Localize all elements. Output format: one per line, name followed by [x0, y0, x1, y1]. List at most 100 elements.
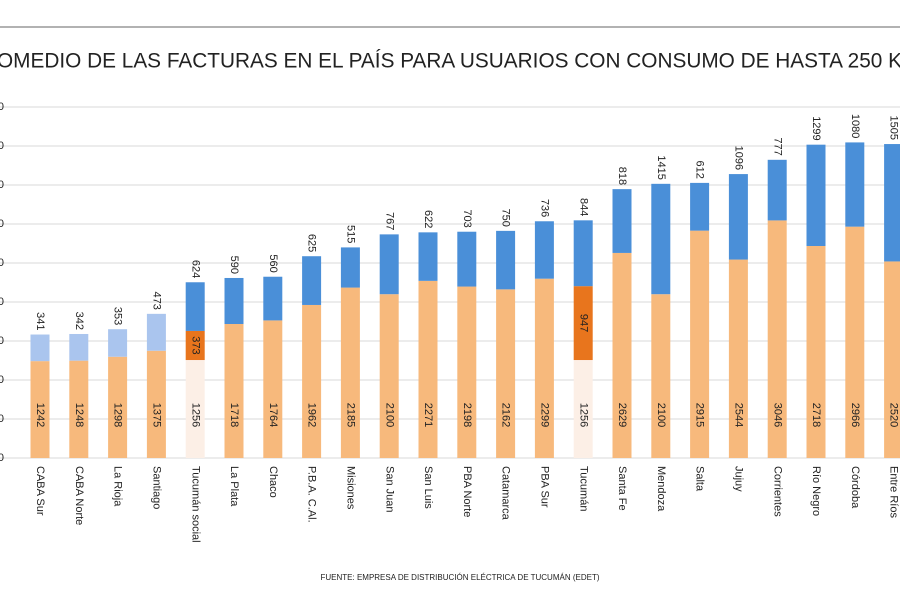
- value-label: 2162: [500, 403, 512, 427]
- x-tick-label: Córdoba: [849, 466, 861, 509]
- value-label: 1080: [849, 114, 861, 138]
- y-tick-label: 4000: [0, 140, 4, 152]
- value-label: 515: [344, 225, 356, 243]
- x-tick-label: San Luis: [422, 466, 434, 509]
- bar-segment: [496, 230, 516, 290]
- bar-segment: [573, 360, 593, 458]
- x-tick-label: Entre Ríos: [888, 466, 900, 518]
- x-tick-label: Jujuy: [732, 466, 744, 492]
- y-tick-label: 0: [0, 452, 4, 464]
- x-tick-label: La Plata: [228, 466, 240, 507]
- bar-segment: [379, 234, 399, 295]
- value-label: 844: [577, 198, 589, 216]
- bar-segment: [30, 334, 50, 362]
- value-label: 373: [189, 336, 201, 354]
- bar-segment: [185, 330, 205, 361]
- bar-segment: [767, 159, 787, 221]
- bar-segment: [612, 252, 632, 458]
- bar-segment: [884, 261, 900, 458]
- value-label: 353: [112, 307, 124, 325]
- x-tick-label: P.B.A. C.Al.: [306, 466, 318, 523]
- value-label: 767: [383, 212, 395, 230]
- chart-title: OMEDIO DE LAS FACTURAS EN EL PAÍS PARA U…: [0, 50, 900, 73]
- value-label: 1764: [267, 403, 279, 427]
- value-label: 750: [500, 209, 512, 227]
- x-tick-label: Tucumán social: [189, 466, 201, 543]
- bar-segment: [302, 256, 322, 305]
- bar-segment: [573, 220, 593, 287]
- value-label: 625: [306, 234, 318, 252]
- x-tick-label: Chaco: [267, 466, 279, 498]
- bar-segment: [728, 174, 748, 260]
- bar-segment: [534, 221, 554, 279]
- bar-segment: [845, 142, 865, 227]
- value-label: 2185: [344, 403, 356, 427]
- value-label: 590: [228, 256, 240, 274]
- x-tick-label: Río Negro: [810, 466, 822, 516]
- y-tick-label: 2500: [0, 257, 4, 269]
- value-label: 777: [771, 137, 783, 155]
- y-tick-label: 4500: [0, 101, 4, 113]
- value-label: 2271: [422, 403, 434, 427]
- bar-segment: [69, 360, 89, 458]
- source: FUENTE: EMPRESA DE DISTRIBUCIÓN ELÉCTRIC…: [321, 573, 600, 582]
- x-tick-label: Santiago: [150, 466, 162, 509]
- bar-segment: [224, 323, 244, 458]
- bar-segment: [728, 259, 748, 458]
- value-label: 2915: [694, 403, 706, 427]
- value-label: 1256: [189, 403, 201, 427]
- value-label: 473: [150, 291, 162, 309]
- value-label: 736: [538, 199, 550, 217]
- bar-segment: [496, 289, 516, 458]
- y-tick-label: 500: [0, 413, 4, 425]
- y-tick-label: 3000: [0, 218, 4, 230]
- y-tick-label: 3500: [0, 179, 4, 191]
- x-tick-label: Salta: [694, 466, 706, 492]
- value-label: 1248: [73, 403, 85, 427]
- value-label: 342: [73, 312, 85, 330]
- x-tick-label: Tucumán: [577, 466, 589, 511]
- bar-segment: [457, 286, 477, 458]
- x-tick-label: Santa Fe: [616, 466, 628, 511]
- bar-segment: [418, 232, 438, 281]
- value-label: 1298: [112, 403, 124, 427]
- value-label: 1242: [34, 403, 46, 427]
- bar-segment: [573, 286, 593, 361]
- value-label: 2100: [383, 403, 395, 427]
- bar-segment: [418, 280, 438, 458]
- value-label: 2198: [461, 403, 473, 427]
- bar-segment: [806, 144, 826, 246]
- x-tick-label: PBA Norte: [461, 466, 473, 517]
- x-tick-label: Mendoza: [655, 466, 667, 512]
- value-label: 2544: [732, 403, 744, 427]
- value-label: 2520: [888, 403, 900, 427]
- x-tick-label: CABA Sur: [34, 466, 46, 516]
- bar-segment: [884, 144, 900, 262]
- bar-segment: [651, 183, 671, 295]
- value-label: 2966: [849, 403, 861, 427]
- x-tick-label: Misiones: [344, 466, 356, 510]
- bar-segment: [767, 220, 787, 458]
- value-label: 1505: [888, 116, 900, 140]
- value-label: 2718: [810, 403, 822, 427]
- bar-segment: [690, 182, 710, 231]
- value-label: 624: [189, 260, 201, 278]
- value-label: 2100: [655, 403, 667, 427]
- value-label: 1256: [577, 403, 589, 427]
- value-label: 818: [616, 167, 628, 185]
- y-tick-label: 2000: [0, 296, 4, 308]
- bar-segment: [845, 226, 865, 458]
- bar-segment: [69, 333, 89, 361]
- bar-segment: [651, 294, 671, 458]
- value-label: 2629: [616, 403, 628, 427]
- y-tick-label: 1000: [0, 374, 4, 386]
- value-label: 947: [577, 314, 589, 332]
- value-label: 1375: [150, 403, 162, 427]
- value-label: 1718: [228, 403, 240, 427]
- bar-segment: [146, 350, 166, 458]
- value-label: 341: [34, 312, 46, 330]
- bar-segment: [340, 287, 360, 458]
- bar-segment: [224, 277, 244, 324]
- value-label: 612: [694, 161, 706, 179]
